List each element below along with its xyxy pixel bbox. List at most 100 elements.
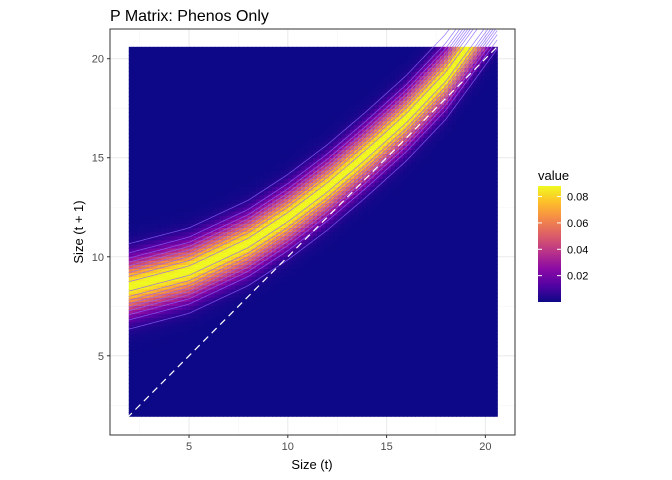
heatmap-cell <box>267 317 273 323</box>
heatmap-cell <box>161 256 167 261</box>
heatmap-cell <box>210 116 216 122</box>
heatmap-cell <box>177 96 183 101</box>
heatmap-cell <box>263 55 269 60</box>
heatmap-cell <box>206 227 212 233</box>
heatmap-cell <box>132 108 138 114</box>
heatmap-cell <box>345 256 351 261</box>
heatmap-cell <box>173 297 179 302</box>
heatmap-cell <box>243 239 249 245</box>
heatmap-cell <box>345 91 351 97</box>
heatmap-cell <box>263 46 269 52</box>
heatmap-cell <box>251 297 257 302</box>
heatmap-cell <box>145 383 150 389</box>
heatmap-cell <box>272 104 277 109</box>
heatmap-cell <box>308 338 314 343</box>
heatmap-cell <box>218 387 224 393</box>
heatmap-cell <box>312 391 318 397</box>
heatmap-cell <box>161 219 167 224</box>
heatmap-cell <box>341 313 347 319</box>
heatmap-cell <box>296 133 302 138</box>
heatmap-cell <box>235 219 240 224</box>
heatmap-cell <box>333 412 339 417</box>
heatmap-cell <box>300 297 306 302</box>
heatmap-cell <box>198 59 204 64</box>
heatmap-cell <box>333 91 339 97</box>
heatmap-cell <box>251 227 257 233</box>
heatmap-cell <box>177 350 183 356</box>
heatmap-cell <box>235 317 240 323</box>
heatmap-cell <box>321 165 326 171</box>
heatmap-cell <box>247 149 253 155</box>
heatmap-cell <box>337 161 343 167</box>
heatmap-cell <box>169 50 175 56</box>
heatmap-cell <box>239 75 244 81</box>
heatmap-cell <box>153 358 159 364</box>
heatmap-cell <box>181 141 187 146</box>
heatmap-cell <box>341 268 347 274</box>
heatmap-cell <box>132 358 138 364</box>
heatmap-cell <box>161 202 167 208</box>
heatmap-cell <box>345 63 351 68</box>
heatmap-cell <box>190 46 195 52</box>
heatmap-cell <box>255 145 261 151</box>
heatmap-cell <box>349 161 355 167</box>
heatmap-cell <box>222 354 228 360</box>
heatmap-cell <box>136 206 142 212</box>
heatmap-cell <box>292 59 298 64</box>
heatmap-cell <box>272 309 277 315</box>
heatmap-cell <box>141 317 146 323</box>
heatmap-cell <box>321 354 326 360</box>
heatmap-cell <box>251 383 257 389</box>
heatmap-cell <box>304 141 310 146</box>
heatmap-cell <box>259 206 265 212</box>
heatmap-cell <box>267 256 273 261</box>
heatmap-cell <box>325 243 330 249</box>
heatmap-cell <box>325 301 330 306</box>
heatmap-cell <box>300 223 306 228</box>
heatmap-cell <box>177 293 183 298</box>
heatmap-cell <box>280 46 285 52</box>
heatmap-cell <box>194 120 199 126</box>
heatmap-cell <box>276 235 281 241</box>
heatmap-cell <box>321 182 326 187</box>
heatmap-cell <box>280 379 285 384</box>
heatmap-cell <box>329 395 335 401</box>
heatmap-cell <box>206 366 212 372</box>
heatmap-cell <box>173 157 179 163</box>
heatmap-cell <box>218 260 224 265</box>
heatmap-cell <box>145 145 150 151</box>
heatmap-cell <box>141 243 146 249</box>
heatmap-cell <box>284 63 290 68</box>
heatmap-cell <box>263 190 269 196</box>
heatmap-cell <box>247 104 253 109</box>
heatmap-cell <box>280 350 285 356</box>
heatmap-cell <box>210 186 216 192</box>
heatmap-cell <box>345 280 351 286</box>
heatmap-cell <box>288 288 294 294</box>
heatmap-cell <box>243 371 249 376</box>
heatmap-cell <box>255 50 261 56</box>
heatmap-cell <box>153 190 159 196</box>
heatmap-cell <box>341 354 347 360</box>
heatmap-cell <box>341 161 347 167</box>
heatmap-cell <box>317 96 322 101</box>
heatmap-cell <box>247 59 253 64</box>
heatmap-cell <box>141 182 146 187</box>
heatmap-cell <box>169 321 175 327</box>
heatmap-cell <box>194 190 199 196</box>
heatmap-cell <box>267 293 273 298</box>
heatmap-cell <box>157 182 163 187</box>
heatmap-cell <box>329 325 335 331</box>
heatmap-cell <box>173 309 179 315</box>
heatmap-cell <box>267 71 273 77</box>
heatmap-cell <box>353 391 359 397</box>
heatmap-cell <box>190 169 195 175</box>
heatmap-cell <box>292 272 298 278</box>
heatmap-cell <box>132 100 138 105</box>
heatmap-cell <box>177 412 183 417</box>
heatmap-cell <box>312 71 318 77</box>
heatmap-cell <box>206 145 212 151</box>
heatmap-cell <box>128 252 134 257</box>
heatmap-cell <box>141 288 146 294</box>
heatmap-cell <box>222 55 228 60</box>
